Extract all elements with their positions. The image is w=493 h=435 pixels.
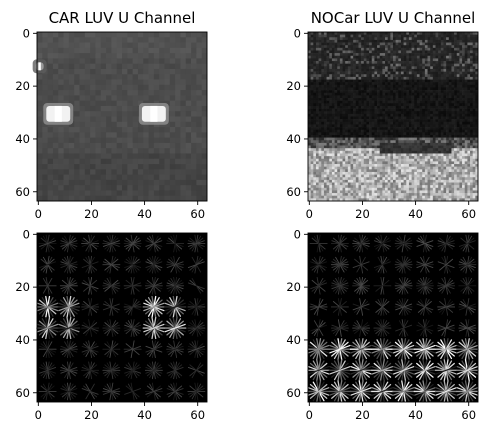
- heatmap-image: [308, 32, 479, 202]
- y-tick-label: 60: [15, 185, 30, 199]
- y-tick-label: 0: [294, 26, 301, 40]
- subplot-title: CAR LUV U Channel: [49, 9, 196, 27]
- x-tick-label: 40: [137, 207, 152, 221]
- subplots: 0 20 40 60 0 20 40 60 CAR LUV U Channel 0 20 40 60 0 2…: [15, 9, 479, 422]
- subplot-2: 0 20 40 60 0 20 40 60 NOCar LUV U Channel: [286, 9, 479, 221]
- y-tick-label: 40: [15, 132, 30, 146]
- y-tick-label: 0: [23, 26, 30, 40]
- y-tick-label: 20: [15, 79, 30, 93]
- y-tick-label: 60: [15, 386, 30, 400]
- x-tick-label: 0: [35, 408, 42, 422]
- y-tick-label: 20: [286, 79, 301, 93]
- y-tick-label: 20: [286, 280, 301, 294]
- heatmap-image: [307, 233, 479, 403]
- heatmap-image: [32, 32, 208, 202]
- x-tick-label: 40: [137, 408, 152, 422]
- x-tick-label: 20: [84, 207, 99, 221]
- x-tick-label: 0: [35, 207, 42, 221]
- subplot-3: 0 20 40 60 0 20 40 60: [15, 227, 208, 422]
- y-tick-label: 20: [15, 280, 30, 294]
- y-tick-label: 40: [286, 132, 301, 146]
- x-tick-label: 0: [306, 207, 313, 221]
- y-tick-label: 60: [286, 386, 301, 400]
- x-tick-label: 0: [306, 408, 313, 422]
- y-tick-label: 0: [23, 227, 30, 241]
- x-tick-label: 60: [461, 408, 476, 422]
- axes-frame: [36, 232, 208, 403]
- x-tick-label: 20: [355, 207, 370, 221]
- axes-frame: [307, 31, 479, 202]
- y-tick-label: 0: [294, 227, 301, 241]
- subplot-4: 0 20 40 60 0 20 40 60: [286, 227, 479, 422]
- axes-frame: [36, 31, 208, 202]
- x-tick-label: 60: [461, 207, 476, 221]
- x-tick-label: 20: [84, 408, 99, 422]
- x-tick-label: 20: [355, 408, 370, 422]
- y-tick-label: 40: [15, 333, 30, 347]
- x-tick-label: 60: [190, 408, 205, 422]
- axes-frame: [307, 232, 479, 403]
- x-tick-label: 40: [408, 207, 423, 221]
- subplot-title: NOCar LUV U Channel: [311, 9, 476, 27]
- heatmap-image: [36, 233, 207, 402]
- x-tick-label: 40: [408, 408, 423, 422]
- y-tick-label: 60: [286, 185, 301, 199]
- y-tick-label: 40: [286, 333, 301, 347]
- x-tick-label: 60: [190, 207, 205, 221]
- subplot-1: 0 20 40 60 0 20 40 60 CAR LUV U Channel: [15, 9, 208, 221]
